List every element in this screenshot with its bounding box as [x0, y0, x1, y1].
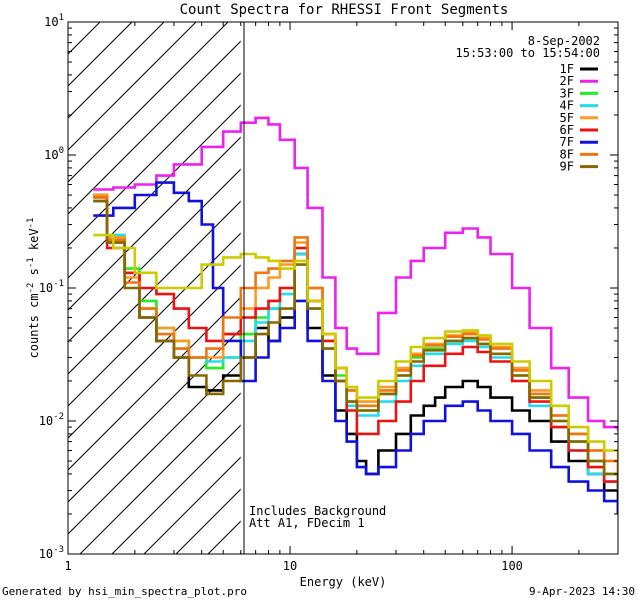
y-axis-label: counts cm-2 s-1 keV-1: [26, 218, 41, 359]
hatch-line-21: [207, 520, 241, 554]
date-label: 8-Sep-2002: [528, 34, 600, 48]
x-tick-label-0: 1: [64, 559, 71, 573]
y-tick-label-0: 10-3: [39, 545, 64, 561]
legend-label-3f: 3F: [560, 86, 574, 100]
hatch-line-15: [68, 328, 241, 503]
hatch-line-9: [68, 136, 241, 311]
legend-label-2f: 2F: [560, 74, 574, 88]
hatch-line-2: [68, 22, 133, 87]
hatch-line-8: [68, 104, 241, 279]
hatch-line-16: [68, 360, 241, 535]
y-tick-label-2: 10-1: [39, 279, 64, 295]
legend-label-6f: 6F: [560, 123, 574, 137]
axis-ticks: 1 10 100 10-3 10-2 10-1 100 101: [39, 13, 619, 573]
time-range-label: 15:53:00 to 15:54:00: [456, 46, 601, 60]
legend-label-1f: 1F: [560, 62, 574, 76]
x-tick-label-1: 10: [283, 559, 297, 573]
legend-label-7f: 7F: [560, 135, 574, 149]
hatch-line-6: [68, 40, 241, 215]
hatch-line-14: [68, 296, 241, 471]
y-tick-label-4: 101: [44, 13, 64, 29]
series-2f: [93, 116, 618, 431]
x-axis-label: Energy (keV): [300, 575, 387, 589]
hatch-line-19: [143, 456, 241, 554]
series-lines: [93, 116, 618, 514]
hatch-line-7: [68, 72, 241, 247]
hatch-line-4: [68, 22, 197, 151]
legend-label-8f: 8F: [560, 147, 574, 161]
footer-generator: Generated by hsi_min_spectra_plot.pro: [2, 585, 247, 598]
y-tick-label-1: 10-2: [39, 412, 64, 428]
legend-label-9f: 9F: [560, 160, 574, 174]
annotation-background: Includes Background: [249, 504, 386, 518]
series-extra-9: [93, 233, 618, 461]
chart-title: Count Spectra for RHESSI Front Segments: [180, 2, 509, 18]
hatch-line-3: [68, 22, 165, 119]
hatch-line-5: [68, 22, 229, 183]
y-tick-label-3: 100: [44, 146, 64, 162]
series-7f: [93, 181, 618, 514]
x-tick-label-2: 100: [501, 559, 523, 573]
hatch-line-22: [239, 552, 241, 554]
footer-timestamp: 9-Apr-2023 14:30: [529, 585, 635, 598]
legend-label-4f: 4F: [560, 99, 574, 113]
hatch-line-18: [111, 424, 241, 554]
annotation-attenuator: Att A1, FDecim 1: [249, 516, 365, 530]
hatch-line-10: [68, 168, 241, 343]
hatch-line-17: [79, 392, 241, 554]
legend-label-5f: 5F: [560, 111, 574, 125]
